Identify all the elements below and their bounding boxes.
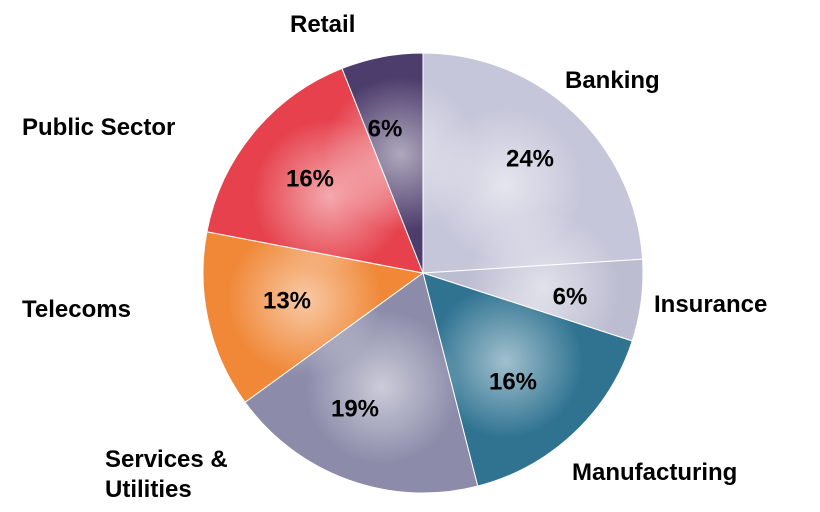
value-label: 13% — [263, 287, 311, 314]
value-label: 24% — [506, 145, 554, 172]
category-label: Public Sector — [22, 114, 176, 141]
category-label: Manufacturing — [572, 459, 738, 486]
category-label: Services & Utilities — [105, 446, 228, 503]
value-label: 19% — [331, 395, 379, 422]
value-label: 6% — [553, 283, 588, 310]
category-label: Insurance — [654, 291, 768, 318]
category-label: Retail — [290, 11, 356, 38]
category-label: Telecoms — [22, 296, 131, 323]
value-label: 16% — [286, 165, 334, 192]
category-label: Banking — [565, 67, 660, 94]
value-label: 16% — [489, 368, 537, 395]
value-label: 6% — [368, 115, 403, 142]
